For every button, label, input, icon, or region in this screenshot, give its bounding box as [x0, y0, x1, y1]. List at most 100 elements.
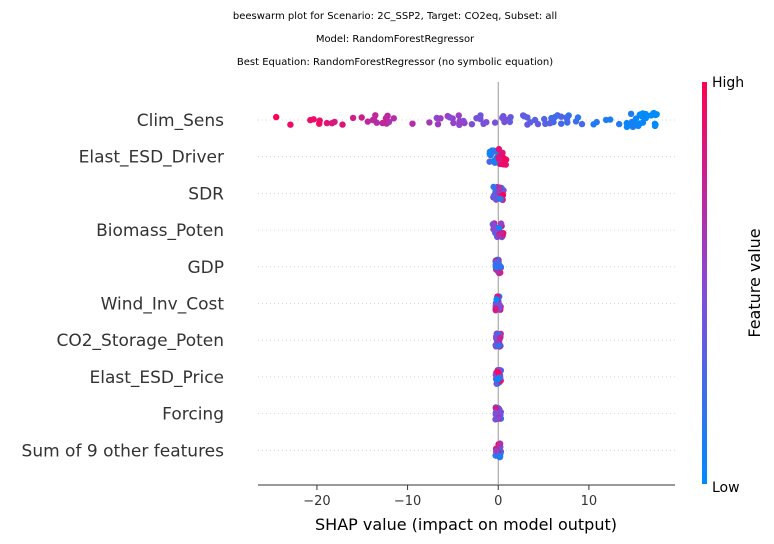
- shap-point: [310, 116, 317, 123]
- shap-point: [578, 120, 586, 128]
- shap-point: [498, 229, 505, 236]
- shap-point: [490, 183, 497, 191]
- shap-point: [500, 161, 508, 168]
- shap-point: [496, 452, 503, 459]
- shap-point: [426, 119, 433, 126]
- shap-point: [390, 115, 397, 122]
- shap-point: [506, 118, 514, 126]
- shap-point: [496, 269, 503, 277]
- shap-point: [385, 118, 393, 126]
- shap-point: [491, 193, 498, 200]
- shap-point: [323, 119, 331, 127]
- shap-point: [495, 155, 503, 162]
- feature-label: Clim_Sens: [137, 111, 224, 131]
- shap-point: [497, 408, 504, 416]
- row-gridlines: [258, 119, 675, 451]
- feature-label: Forcing: [162, 405, 224, 425]
- shap-point: [636, 120, 644, 127]
- shap-point: [524, 121, 531, 128]
- feature-label: Elast_ESD_Price: [90, 368, 225, 388]
- shap-point: [500, 113, 507, 120]
- shap-point: [495, 145, 503, 153]
- feature-label: Wind_Inv_Cost: [101, 295, 225, 315]
- shap-point: [496, 440, 504, 447]
- shap-point: [446, 114, 453, 121]
- shap-point: [492, 416, 499, 423]
- shap-point: [433, 114, 440, 122]
- shap-point: [623, 123, 631, 131]
- shap-point: [491, 119, 499, 126]
- chart-title-block: beeswarm plot for Scenario: 2C_SSP2, Tar…: [233, 11, 557, 68]
- shap-point: [358, 114, 365, 121]
- colorbar-title: Feature value: [745, 228, 764, 337]
- shap-point: [409, 120, 416, 127]
- chart-subtitle-equation: Best Equation: RandomForestRegressor (no…: [237, 57, 553, 68]
- shap-point: [349, 114, 357, 122]
- shap-point: [558, 120, 565, 127]
- shap-point: [493, 447, 500, 454]
- chart-title: beeswarm plot for Scenario: 2C_SSP2, Tar…: [233, 11, 557, 22]
- x-axis: −20 −10 0 10: [258, 484, 675, 509]
- shap-point: [631, 120, 638, 127]
- feature-label: CO2_Storage_Poten: [56, 331, 224, 351]
- shap-point: [456, 119, 464, 126]
- x-tick-label: −10: [394, 494, 421, 509]
- shap-point: [632, 115, 640, 122]
- shap-point: [468, 121, 476, 128]
- shap-point: [524, 114, 531, 121]
- shap-point: [652, 121, 659, 128]
- shap-point: [316, 120, 323, 127]
- colorbar-high-label: High: [712, 75, 744, 91]
- shap-points: [273, 109, 660, 461]
- x-tick-label: 10: [581, 494, 598, 509]
- shap-point: [494, 376, 502, 383]
- shap-point: [497, 195, 504, 202]
- shap-point: [364, 118, 371, 125]
- feature-label: Biomass_Poten: [96, 221, 224, 241]
- shap-point: [497, 334, 504, 341]
- x-tick-label: −20: [303, 494, 330, 509]
- shap-point: [607, 116, 614, 123]
- shap-point: [339, 121, 346, 128]
- shap-point: [483, 119, 490, 126]
- shap-point: [477, 112, 484, 119]
- shap-point: [495, 342, 502, 349]
- shap-point: [501, 118, 508, 126]
- shap-point: [627, 110, 635, 118]
- shap-point: [486, 150, 493, 157]
- shap-point: [551, 113, 559, 121]
- shap-point: [494, 368, 501, 376]
- shap-point: [496, 185, 504, 192]
- feature-labels: Clim_Sens Elast_ESD_Driver SDR Biomass_Pote…: [22, 111, 225, 461]
- feature-label: SDR: [188, 184, 224, 204]
- shap-point: [379, 119, 386, 127]
- shap-point: [450, 119, 457, 127]
- x-axis-title: SHAP value (impact on model output): [315, 515, 617, 534]
- feature-label: Sum of 9 other features: [22, 441, 225, 461]
- shap-point: [494, 258, 502, 266]
- colorbar-gradient: [702, 82, 707, 484]
- shap-point: [486, 158, 493, 165]
- shap-point: [372, 112, 379, 119]
- colorbar-low-label: Low: [712, 480, 740, 496]
- shap-point: [492, 305, 499, 312]
- shap-point: [497, 220, 505, 227]
- x-tick-label: 0: [494, 494, 502, 509]
- shap-point: [546, 120, 553, 127]
- shap-point: [434, 121, 442, 128]
- chart-subtitle-model: Model: RandomForestRegressor: [316, 34, 475, 45]
- shap-point: [558, 113, 565, 120]
- shap-point: [493, 296, 500, 303]
- feature-label: Elast_ESD_Driver: [79, 148, 224, 168]
- shap-point: [273, 113, 280, 121]
- shap-point: [590, 121, 597, 128]
- shap-point: [650, 110, 657, 117]
- feature-label: GDP: [187, 258, 224, 278]
- shap-point: [287, 121, 294, 128]
- shap-point: [563, 115, 571, 123]
- shap-point: [492, 409, 499, 416]
- shap-point: [644, 112, 651, 120]
- shap-point: [328, 120, 336, 127]
- shap-point: [455, 112, 462, 119]
